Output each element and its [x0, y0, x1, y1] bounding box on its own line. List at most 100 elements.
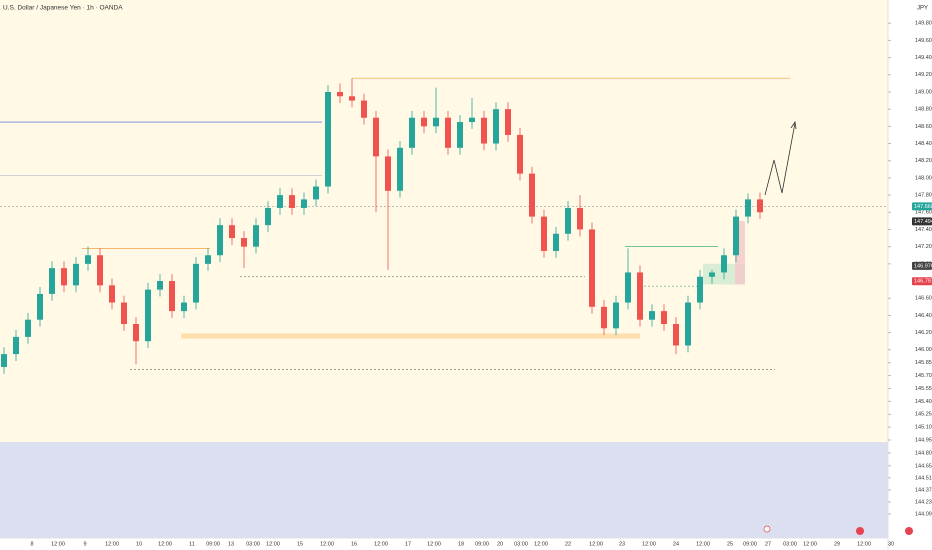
- zone: [735, 220, 745, 285]
- y-tick-label: 144.650: [915, 463, 932, 469]
- arrow-head: [790, 120, 797, 130]
- candle-body: [37, 293, 43, 320]
- y-tick-label: 147.800: [915, 193, 932, 199]
- candle-body: [13, 336, 19, 355]
- x-tick-label: 12:00: [51, 541, 65, 547]
- candle-body: [397, 147, 403, 191]
- x-tick-label: 03:00: [246, 541, 260, 547]
- x-tick-label: 30: [888, 541, 894, 547]
- candle-body: [121, 302, 127, 325]
- candle-body: [601, 306, 607, 329]
- y-tick-label: 148.600: [915, 124, 932, 130]
- candle-body: [25, 319, 31, 337]
- y-tick-label: 145.250: [915, 412, 932, 418]
- x-tick-label: 12:00: [427, 541, 441, 547]
- x-tick-label: 09:00: [475, 541, 489, 547]
- y-tick-label: 147.200: [915, 244, 932, 250]
- candle-body: [409, 117, 415, 148]
- candle-body: [337, 91, 343, 97]
- x-tick-label: 25: [727, 541, 733, 547]
- event-icon[interactable]: [856, 527, 864, 535]
- x-tick-label: 10: [136, 541, 142, 547]
- y-tick-label: 144.800: [915, 450, 932, 456]
- x-tick-label: 12:00: [696, 541, 710, 547]
- candle-body: [685, 302, 691, 346]
- candle-body: [649, 311, 655, 320]
- price-label: 146.797: [914, 279, 932, 285]
- x-tick-label: 13: [228, 541, 234, 547]
- candle-body: [241, 238, 247, 247]
- x-tick-label: 9: [83, 541, 86, 547]
- y-tick-label: 144.230: [915, 499, 932, 505]
- candle-body: [49, 268, 55, 294]
- price-label-bg: [912, 277, 932, 286]
- x-tick-label: 12:00: [105, 541, 119, 547]
- candle-body: [709, 272, 715, 277]
- candle-body: [97, 255, 103, 286]
- y-tick-label: 144.950: [915, 437, 932, 443]
- candle-body: [505, 109, 511, 135]
- y-tick-label: 147.600: [915, 210, 932, 216]
- candle-body: [481, 117, 487, 144]
- candle-body: [733, 216, 739, 256]
- price-label: 147.668: [914, 204, 932, 210]
- candle-body: [493, 109, 499, 144]
- x-tick-label: 22: [565, 541, 571, 547]
- y-tick-label: 146.400: [915, 313, 932, 319]
- x-tick-label: 12:00: [857, 541, 871, 547]
- x-tick-label: 09:00: [743, 541, 757, 547]
- candle-body: [745, 199, 751, 217]
- candle-body: [217, 225, 223, 256]
- candle-body: [757, 199, 763, 213]
- candle-body: [445, 117, 451, 148]
- candle-body: [529, 173, 535, 217]
- x-tick-label: 23: [619, 541, 625, 547]
- candle-body: [193, 263, 199, 303]
- projection-arrow: [764, 122, 796, 196]
- x-tick-label: 12:00: [266, 541, 280, 547]
- x-tick-label: 11: [189, 541, 195, 547]
- candle-body: [169, 281, 175, 312]
- zone: [181, 333, 640, 339]
- y-tick-label: 148.400: [915, 141, 932, 147]
- candle-body: [433, 117, 439, 127]
- candle-body: [145, 289, 151, 342]
- candle-body: [517, 134, 523, 174]
- x-tick-label: 24: [673, 541, 679, 547]
- x-tick-label: 12:00: [534, 541, 548, 547]
- y-tick-label: 144.510: [915, 475, 932, 481]
- candle-body: [205, 255, 211, 264]
- price-axis: [888, 0, 932, 550]
- candle-body: [133, 324, 139, 342]
- y-tick-label: 145.700: [915, 373, 932, 379]
- x-tick-label: 12:00: [374, 541, 388, 547]
- x-tick-label: 15: [297, 541, 303, 547]
- event-icon[interactable]: [905, 527, 913, 535]
- lower-background: [0, 442, 888, 538]
- x-tick-label: 20: [497, 541, 503, 547]
- x-tick-label: 03:00: [783, 541, 797, 547]
- y-tick-label: 149.600: [915, 38, 932, 44]
- price-label-bg: [912, 217, 932, 226]
- candle-body: [697, 276, 703, 303]
- candle-body: [469, 117, 475, 123]
- x-tick-label: 16: [351, 541, 357, 547]
- y-tick-label: 144.370: [915, 487, 932, 493]
- y-tick-label: 147.400: [915, 227, 932, 233]
- event-icon[interactable]: [763, 525, 771, 533]
- y-tick-label: 149.400: [915, 55, 932, 61]
- y-tick-label: 148.800: [915, 107, 932, 113]
- y-tick-label: 149.800: [915, 21, 932, 27]
- candle-body: [85, 255, 91, 264]
- x-tick-label: 12:00: [320, 541, 334, 547]
- candle-body: [61, 268, 67, 286]
- x-tick-label: 18: [458, 541, 464, 547]
- y-tick-label: 148.000: [915, 175, 932, 181]
- chart-title: U.S. Dollar / Japanese Yen · 1h · OANDA: [3, 5, 123, 12]
- candle-body: [421, 117, 427, 127]
- x-tick-label: 12:00: [589, 541, 603, 547]
- time-axis: [0, 538, 888, 550]
- candle-body: [625, 272, 631, 303]
